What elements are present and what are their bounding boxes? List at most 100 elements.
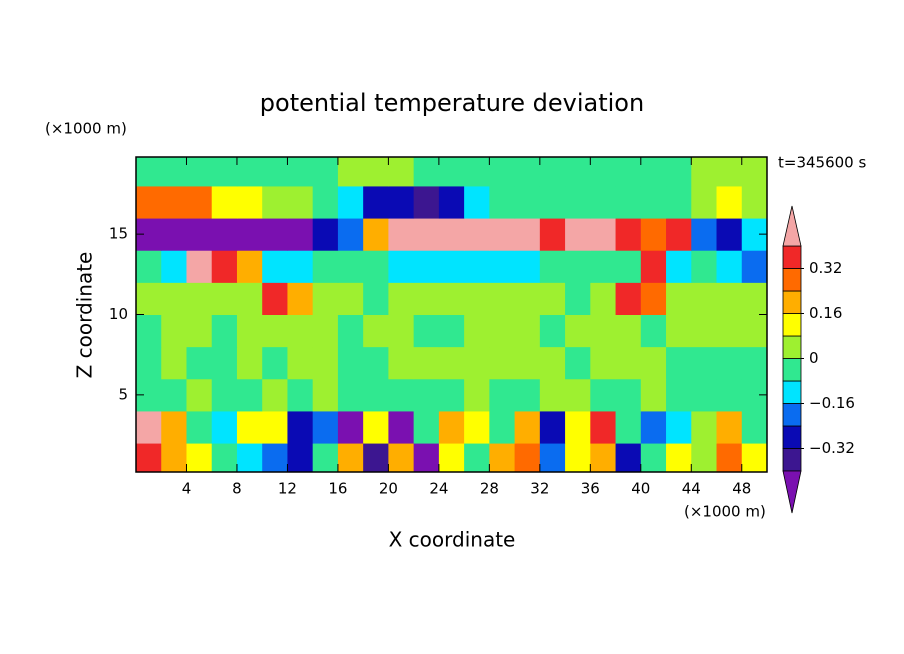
field-cell bbox=[640, 185, 667, 219]
field-cell bbox=[337, 314, 364, 348]
field-cell bbox=[716, 410, 743, 444]
field bbox=[136, 157, 767, 472]
x-tick-label: 48 bbox=[732, 480, 751, 498]
field-cell bbox=[287, 410, 314, 444]
field-cell bbox=[741, 443, 767, 472]
field-cell bbox=[565, 314, 591, 348]
field-cell bbox=[716, 314, 743, 348]
colorbar-tick-label: 0 bbox=[809, 349, 819, 367]
field-cell bbox=[666, 157, 692, 187]
field-cell bbox=[464, 218, 490, 251]
field-cell bbox=[539, 346, 566, 380]
field-cell bbox=[438, 185, 465, 219]
x-tick-label: 40 bbox=[631, 480, 650, 498]
field-cell bbox=[262, 410, 288, 444]
field-cell bbox=[312, 157, 339, 187]
field-cell bbox=[262, 185, 288, 219]
field-cell bbox=[136, 410, 162, 444]
field-cell bbox=[741, 157, 767, 187]
field-cell bbox=[211, 218, 238, 251]
field-cell bbox=[236, 443, 263, 472]
field-cell bbox=[464, 410, 490, 444]
field-cell bbox=[741, 250, 767, 283]
field-cell bbox=[691, 157, 718, 187]
field-cell bbox=[413, 314, 440, 348]
field-cell bbox=[691, 410, 718, 444]
field-cell bbox=[186, 157, 213, 187]
field-cell bbox=[514, 185, 541, 219]
y-unit: (×1000 m) bbox=[45, 120, 127, 138]
field-cell bbox=[136, 185, 162, 219]
field-cell bbox=[514, 314, 541, 348]
colorbar-band bbox=[782, 403, 802, 427]
field-cell bbox=[590, 346, 617, 380]
field-cell bbox=[640, 410, 667, 444]
x-tick-label: 24 bbox=[429, 480, 448, 498]
field-cell bbox=[741, 346, 767, 380]
field-cell bbox=[186, 282, 213, 315]
field-cell bbox=[640, 314, 667, 348]
field-cell bbox=[691, 218, 718, 251]
colorbar-band bbox=[782, 335, 802, 359]
colorbar-top bbox=[782, 205, 802, 247]
field-cell bbox=[615, 157, 642, 187]
field-cell bbox=[236, 282, 263, 315]
colorbar-band bbox=[782, 425, 802, 449]
field-cell bbox=[287, 378, 314, 412]
field-cell bbox=[161, 282, 187, 315]
field-cell bbox=[691, 443, 718, 472]
field-cell bbox=[236, 157, 263, 187]
field-cell bbox=[262, 250, 288, 283]
field-cell bbox=[640, 218, 667, 251]
field-cell bbox=[438, 314, 465, 348]
field-cell bbox=[211, 378, 238, 412]
field-cell bbox=[464, 314, 490, 348]
colorbar-bottom bbox=[782, 470, 802, 514]
field-cell bbox=[312, 378, 339, 412]
field-cell bbox=[287, 250, 314, 283]
colorbar-band bbox=[782, 245, 802, 269]
field-cell bbox=[489, 443, 516, 472]
field-cell bbox=[287, 185, 314, 219]
field-cell bbox=[388, 218, 415, 251]
field-cell bbox=[363, 378, 389, 412]
field-cell bbox=[691, 185, 718, 219]
colorbar-band bbox=[782, 290, 802, 314]
colorbar-band bbox=[782, 313, 802, 337]
field-cell bbox=[615, 218, 642, 251]
field-cell bbox=[413, 410, 440, 444]
field-cell bbox=[539, 185, 566, 219]
field-cell bbox=[236, 185, 263, 219]
y-tick-label: 5 bbox=[118, 385, 128, 403]
field-cell bbox=[438, 157, 465, 187]
field-cell bbox=[590, 250, 617, 283]
field-cell bbox=[615, 443, 642, 472]
x-axis-label: X coordinate bbox=[389, 528, 516, 552]
field-cell bbox=[615, 378, 642, 412]
field-cell bbox=[666, 250, 692, 283]
field-cell bbox=[236, 250, 263, 283]
field-cell bbox=[438, 410, 465, 444]
chart-title: potential temperature deviation bbox=[260, 89, 644, 117]
field-cell bbox=[287, 282, 314, 315]
field-cell bbox=[363, 346, 389, 380]
field-cell bbox=[539, 282, 566, 315]
field-cell bbox=[337, 443, 364, 472]
field-cell bbox=[565, 443, 591, 472]
field-cell bbox=[161, 185, 187, 219]
field-cell bbox=[640, 157, 667, 187]
field-cell bbox=[413, 282, 440, 315]
field-cell bbox=[565, 250, 591, 283]
field-cell bbox=[590, 282, 617, 315]
field-cell bbox=[388, 185, 415, 219]
field-cell bbox=[565, 378, 591, 412]
field-cell bbox=[363, 314, 389, 348]
field-cell bbox=[514, 410, 541, 444]
field-cell bbox=[136, 443, 162, 472]
field-cell bbox=[716, 378, 743, 412]
field-cell bbox=[666, 346, 692, 380]
field-cell bbox=[186, 314, 213, 348]
field-cell bbox=[413, 346, 440, 380]
field-cell bbox=[186, 378, 213, 412]
field-cell bbox=[186, 218, 213, 251]
